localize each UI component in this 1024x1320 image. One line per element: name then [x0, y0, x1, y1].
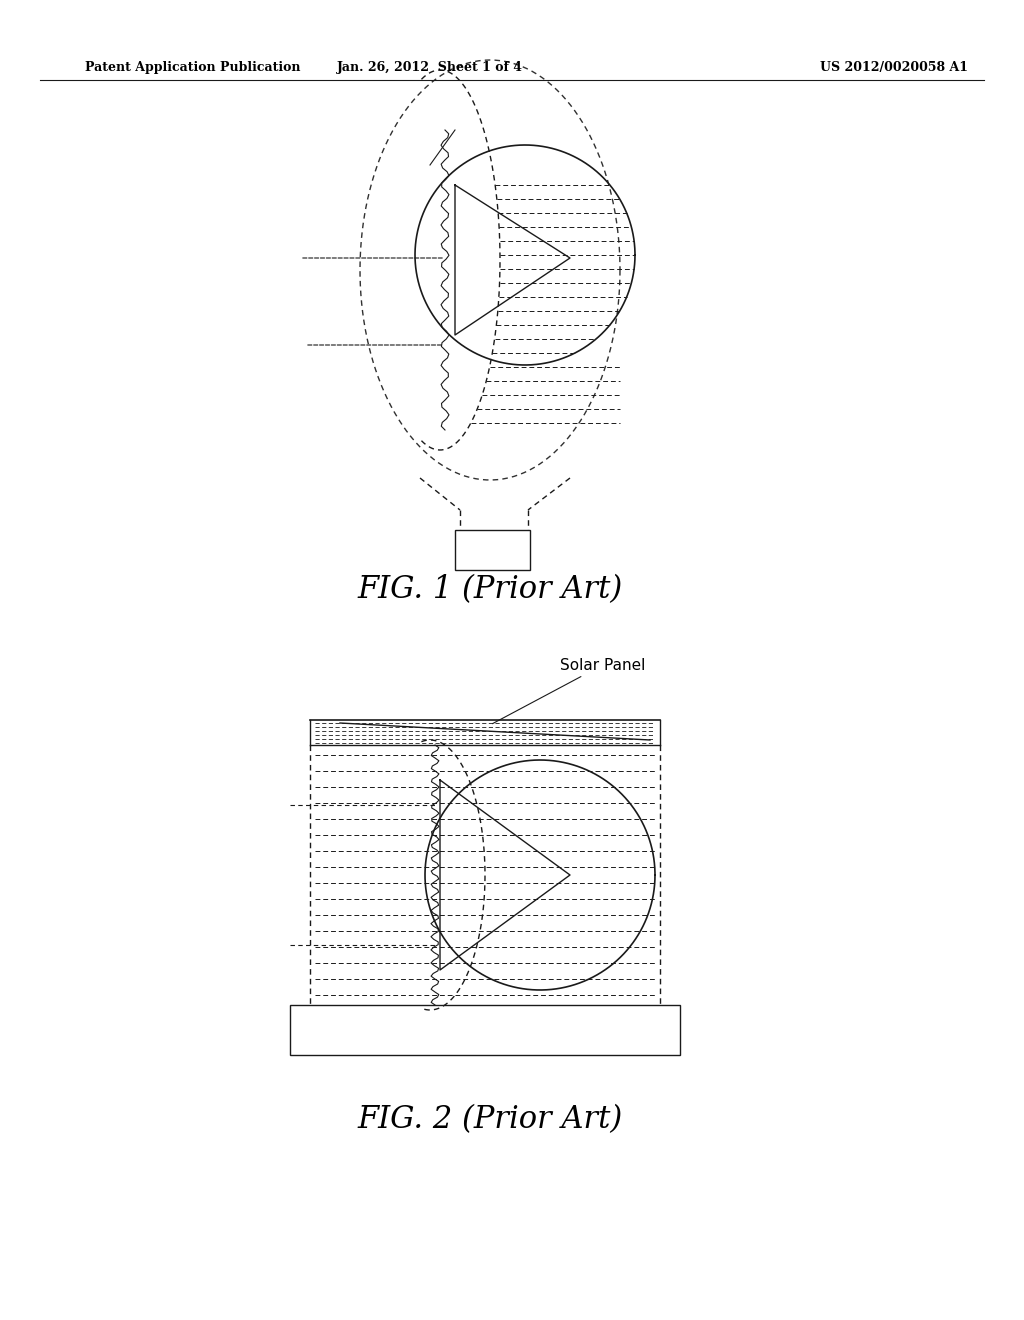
Text: FIG. 1 (Prior Art): FIG. 1 (Prior Art) [357, 574, 623, 606]
Text: FIG. 2 (Prior Art): FIG. 2 (Prior Art) [357, 1105, 623, 1135]
Bar [455, 531, 530, 570]
Bar [290, 1005, 680, 1055]
Text: Patent Application Publication: Patent Application Publication [85, 62, 300, 74]
Text: US 2012/0020058 A1: US 2012/0020058 A1 [820, 62, 968, 74]
Text: Solar Panel: Solar Panel [493, 657, 645, 723]
Text: Jan. 26, 2012  Sheet 1 of 4: Jan. 26, 2012 Sheet 1 of 4 [337, 62, 523, 74]
